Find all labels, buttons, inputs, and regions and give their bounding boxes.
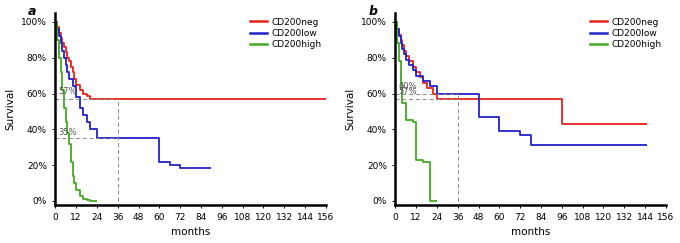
Text: 35%: 35% [58, 128, 77, 137]
Y-axis label: Survival: Survival [5, 88, 16, 130]
Legend: CD200neg, CD200low, CD200high: CD200neg, CD200low, CD200high [590, 17, 662, 49]
Text: 57%: 57% [398, 87, 417, 96]
Text: 57%: 57% [58, 87, 77, 96]
Text: a: a [29, 5, 37, 18]
Text: 60%: 60% [398, 82, 417, 91]
Legend: CD200neg, CD200low, CD200high: CD200neg, CD200low, CD200high [250, 17, 322, 49]
Y-axis label: Survival: Survival [345, 88, 356, 130]
Text: b: b [369, 5, 377, 18]
X-axis label: months: months [171, 227, 210, 237]
X-axis label: months: months [511, 227, 550, 237]
